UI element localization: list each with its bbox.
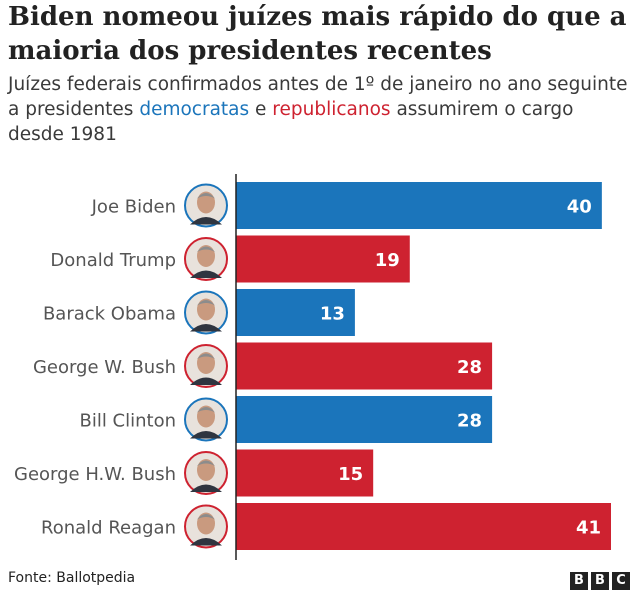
subtitle-republicans: republicanos [272, 99, 391, 120]
subtitle-text-3: assumirem o cargo desde 1981 [8, 99, 574, 145]
bar-republican [236, 449, 374, 497]
bar-democrat [236, 182, 602, 229]
bbc-logo-block: B [591, 572, 609, 590]
source-note: Fonte: Ballotpedia [8, 570, 136, 586]
bar-value-label: 13 [320, 304, 345, 325]
subtitle-text-1: Juízes federais confirmados antes de 1º … [8, 74, 628, 120]
bar-value-label: 41 [576, 518, 601, 539]
bar-value-label: 15 [338, 464, 363, 485]
clinton-portrait-icon [184, 397, 228, 442]
bar-value-label: 28 [457, 357, 482, 378]
bbc-logo-block: B [570, 572, 588, 590]
bar-democrat [236, 289, 355, 336]
bar-republican [236, 503, 611, 550]
bar-value-label: 40 [567, 197, 592, 218]
chart-title: Biden nomeou juízes mais rápido do que a… [8, 2, 627, 66]
bar-chart: 40 Joe Biden 19 Donald Trump 13 Barack Obama 2… [14, 174, 611, 560]
category-label: Donald Trump [50, 250, 176, 271]
category-label: Ronald Reagan [41, 518, 176, 539]
category-label: Bill Clinton [79, 411, 176, 432]
bar-republican [236, 342, 493, 390]
category-label: Barack Obama [43, 304, 176, 325]
subtitle-democrats: democratas [139, 99, 250, 120]
bbc-logo: B B C [570, 572, 630, 590]
category-label: Joe Biden [91, 197, 176, 218]
reagan-portrait-icon [184, 504, 228, 549]
category-label: George W. Bush [33, 357, 176, 378]
chart-subtitle: Juízes federais confirmados antes de 1º … [8, 72, 628, 147]
subtitle-text-2: e [249, 99, 273, 120]
bar-democrat [236, 396, 493, 443]
trump-portrait-icon [184, 237, 228, 281]
ghw-bush-portrait-icon [184, 451, 228, 495]
biden-portrait-icon [184, 183, 228, 228]
bar-republican [236, 235, 410, 283]
obama-portrait-icon [184, 290, 228, 335]
gw-bush-portrait-icon [184, 344, 228, 388]
bbc-logo-block: C [612, 572, 630, 590]
bar-value-label: 19 [375, 250, 400, 271]
bar-value-label: 28 [457, 411, 482, 432]
category-label: George H.W. Bush [14, 464, 176, 485]
